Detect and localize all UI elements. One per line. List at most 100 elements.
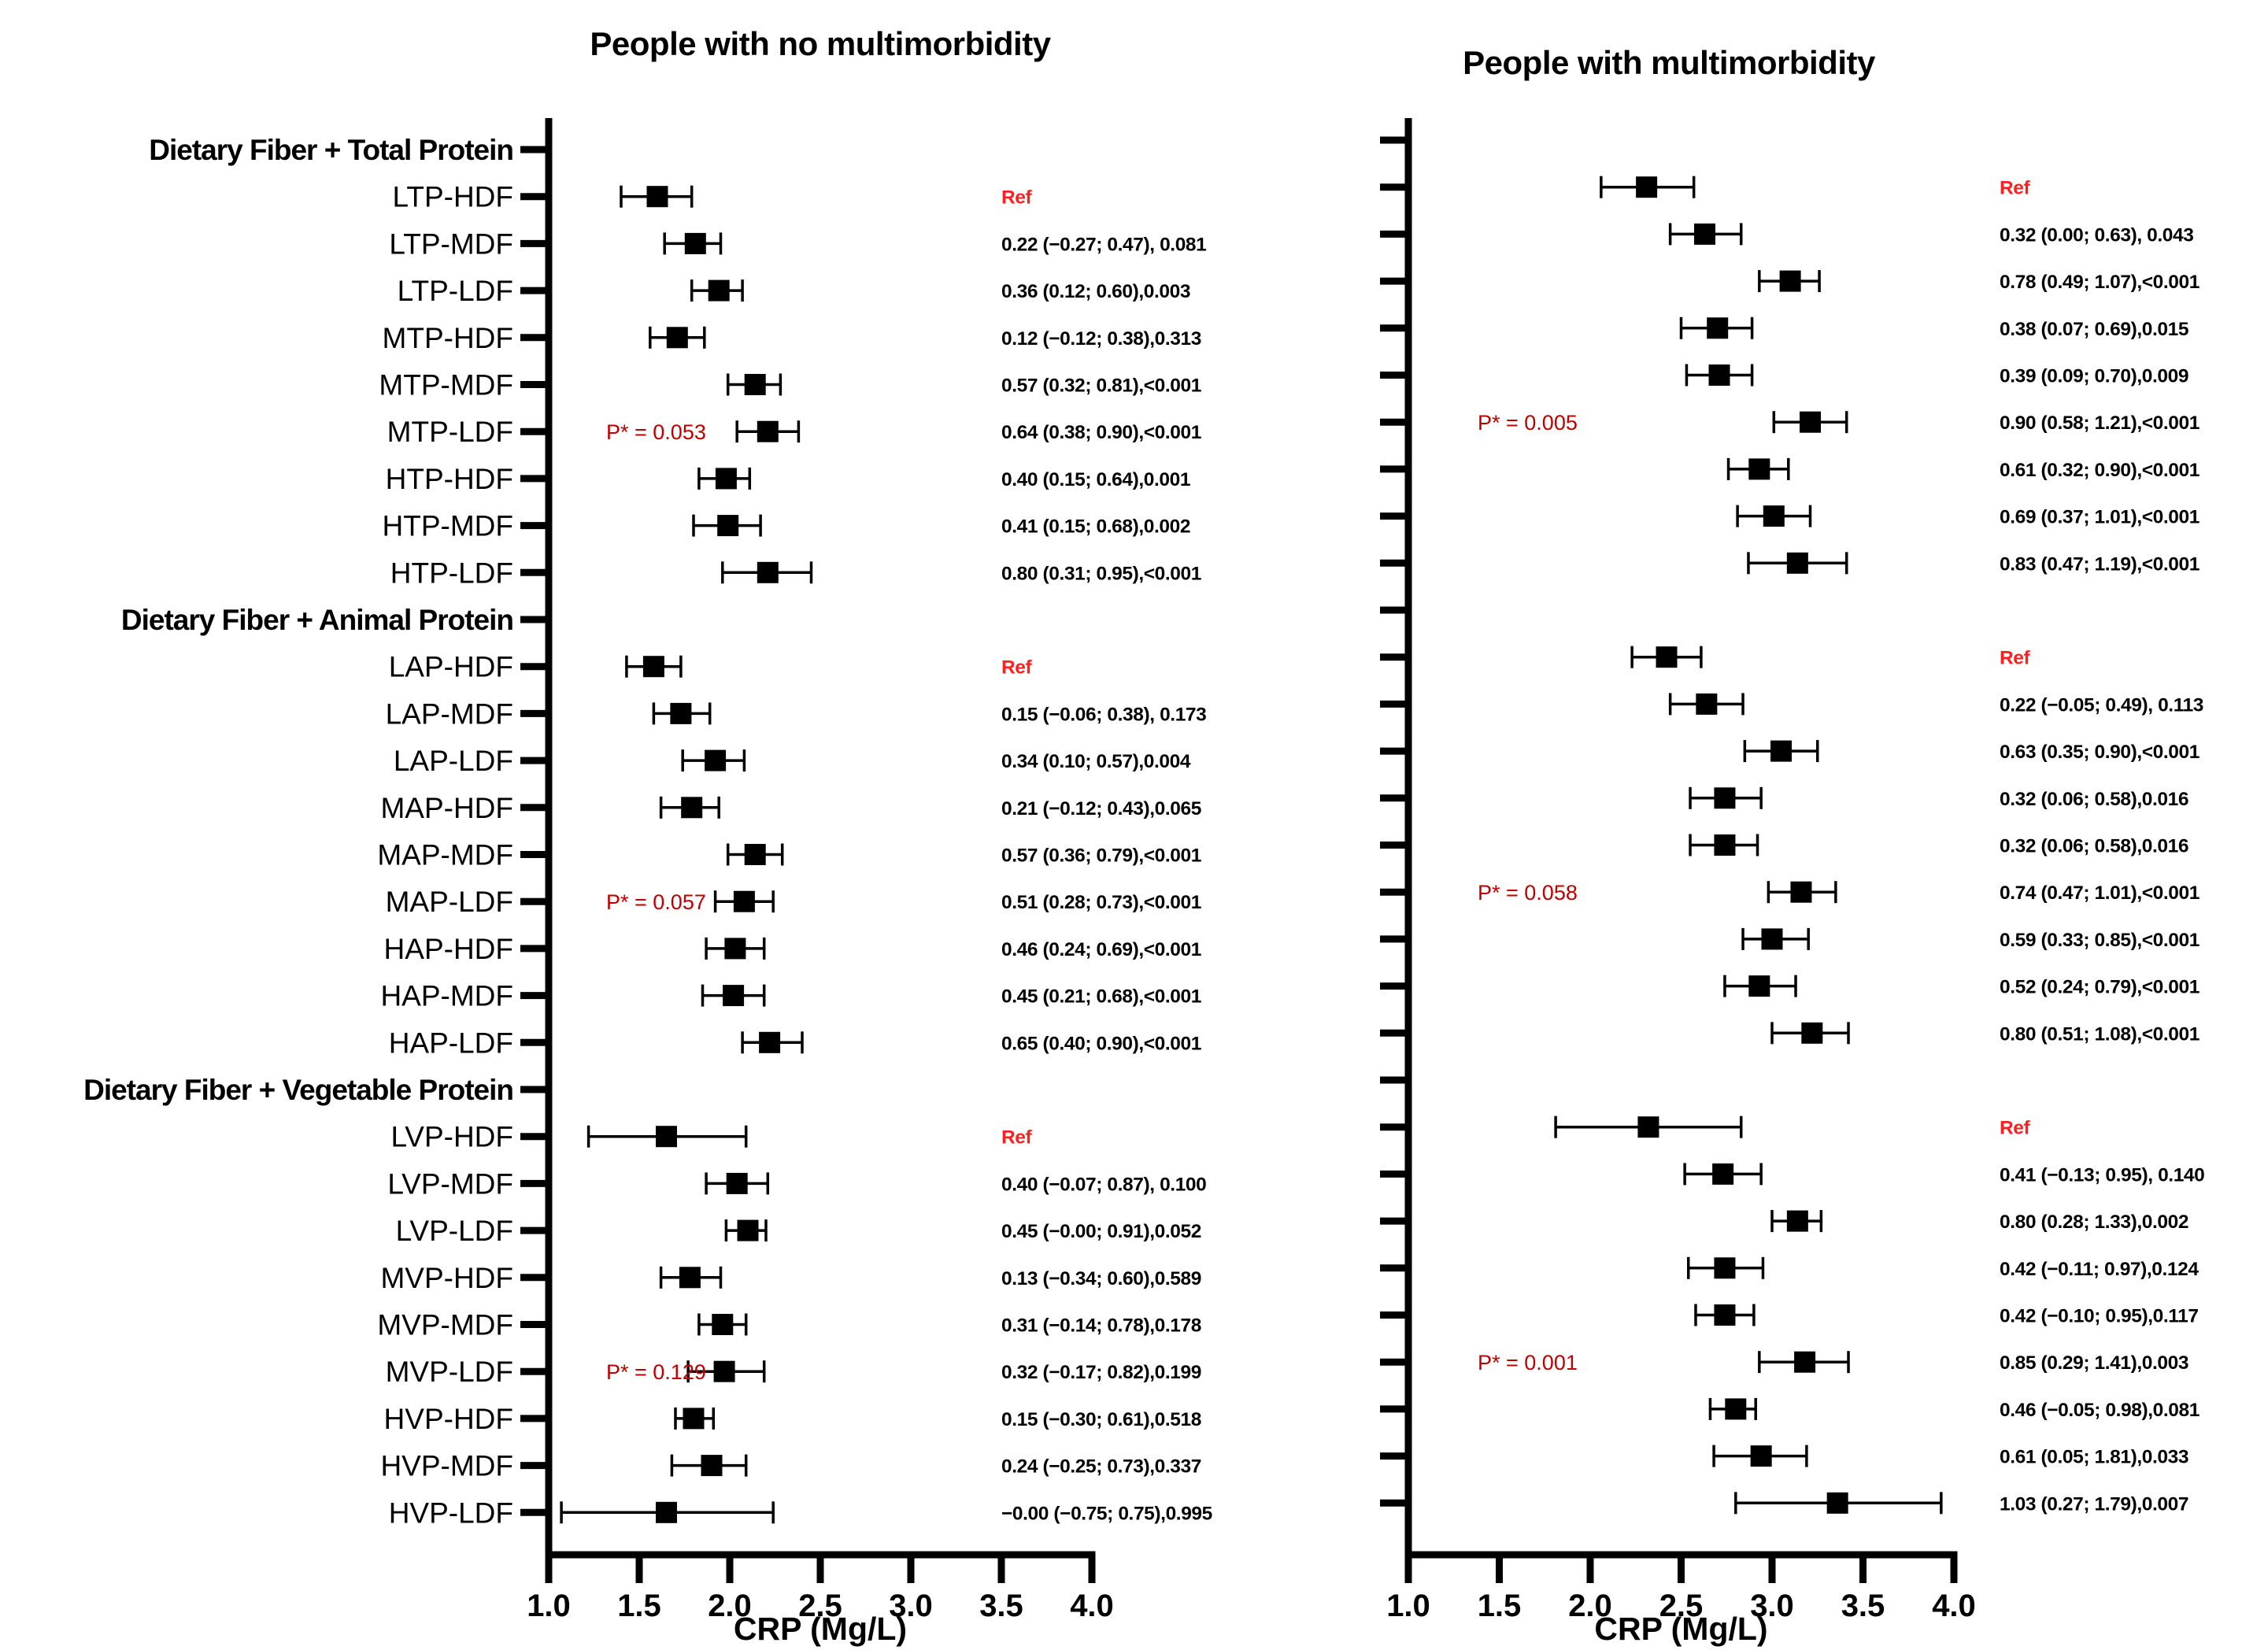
x-tick-label: 2.5 [1659, 1589, 1704, 1623]
x-tick-label: 1.0 [527, 1589, 571, 1623]
x-axis-label: CRP (Mg/L) [734, 1611, 907, 1647]
estimate-annotation: 0.24 (−0.25; 0.73),0.337 [1001, 1456, 1201, 1478]
point-estimate-marker [744, 374, 766, 395]
x-tick-label: 4.0 [1932, 1589, 1976, 1623]
estimate-annotation: 0.32 (0.06; 0.58),0.016 [2000, 836, 2188, 857]
x-tick-label: 3.5 [979, 1589, 1023, 1623]
point-estimate-marker [1656, 646, 1678, 668]
ref-annotation: Ref [2000, 178, 2031, 199]
estimate-annotation: 0.13 (−0.34; 0.60),0.589 [1001, 1268, 1201, 1289]
point-estimate-marker [1708, 364, 1730, 386]
row-label: MVP-MDF [377, 1309, 513, 1341]
point-estimate-marker [1786, 552, 1808, 574]
estimate-annotation: 0.41 (−0.13; 0.95), 0.140 [2000, 1164, 2204, 1186]
point-estimate-marker [1748, 458, 1770, 480]
point-estimate-marker [723, 985, 745, 1007]
point-estimate-marker [1714, 787, 1736, 809]
point-estimate-marker [724, 938, 746, 960]
row-label: LAP-HDF [389, 651, 513, 683]
estimate-annotation: 0.52 (0.24; 0.79),<0.001 [2000, 977, 2200, 998]
point-estimate-marker [642, 656, 664, 678]
estimate-annotation: 0.40 (−0.07; 0.87), 0.100 [1001, 1174, 1206, 1195]
point-estimate-marker [1779, 270, 1801, 292]
point-estimate-marker [683, 1408, 705, 1430]
estimate-annotation: 0.22 (−0.27; 0.47), 0.081 [1001, 234, 1206, 255]
row-label: LTP-LDF [398, 275, 513, 307]
p-star-note: P* = 0.053 [606, 420, 706, 444]
estimate-annotation: 0.57 (0.32; 0.81),<0.001 [1001, 376, 1201, 397]
point-estimate-marker [1761, 928, 1783, 950]
point-estimate-marker [679, 1267, 701, 1289]
point-estimate-marker [717, 515, 739, 537]
p-star-note: P* = 0.129 [606, 1360, 706, 1384]
point-estimate-marker [1794, 1351, 1816, 1373]
estimate-annotation: 0.34 (0.10; 0.57),0.004 [1001, 751, 1191, 772]
estimate-annotation: 0.32 (−0.17; 0.82),0.199 [1001, 1362, 1201, 1383]
group-header-label: Dietary Fiber + Total Protein [149, 134, 513, 166]
estimate-annotation: 0.80 (0.51; 1.08),<0.001 [2000, 1023, 2200, 1045]
point-estimate-marker [1790, 881, 1812, 903]
estimate-annotation: 0.32 (0.06; 0.58),0.016 [2000, 789, 2188, 810]
row-label: LTP-HDF [393, 181, 513, 213]
point-estimate-marker [1637, 1116, 1659, 1138]
x-tick-label: 1.0 [1386, 1589, 1430, 1623]
point-estimate-marker [656, 1501, 677, 1523]
panel-title-multimorbidity: People with multimorbidity [1463, 44, 1875, 81]
row-label: LTP-MDF [389, 228, 513, 260]
estimate-annotation: 0.21 (−0.12; 0.43),0.065 [1001, 798, 1201, 819]
point-estimate-marker [1800, 411, 1822, 433]
group-header-label: Dietary Fiber + Animal Protein [121, 604, 513, 636]
x-tick-label: 1.5 [1478, 1589, 1522, 1623]
estimate-annotation: 0.41 (0.15; 0.68),0.002 [1001, 516, 1190, 538]
row-label: HTP-MDF [383, 510, 513, 542]
x-tick-label: 2.0 [708, 1589, 752, 1623]
row-label: HAP-MDF [380, 980, 513, 1012]
estimate-annotation: 0.90 (0.58; 1.21),<0.001 [2000, 412, 2200, 434]
estimate-annotation: 1.03 (0.27; 1.79),0.007 [2000, 1493, 2188, 1515]
estimate-annotation: 0.80 (0.28; 1.33),0.002 [2000, 1212, 2188, 1233]
row-label: MAP-LDF [386, 886, 513, 918]
point-estimate-marker [1712, 1163, 1734, 1185]
p-star-note: P* = 0.005 [1478, 411, 1578, 435]
row-label: MVP-HDF [380, 1262, 513, 1294]
estimate-annotation: 0.36 (0.12; 0.60),0.003 [1001, 281, 1190, 302]
estimate-annotation: 0.46 (0.24; 0.69),<0.001 [1001, 939, 1201, 960]
row-label: LVP-HDF [390, 1121, 513, 1153]
estimate-annotation: 0.65 (0.40; 0.90),<0.001 [1001, 1033, 1201, 1054]
point-estimate-marker [1707, 317, 1729, 339]
point-estimate-marker [681, 797, 703, 819]
p-star-note: P* = 0.058 [1478, 881, 1578, 905]
point-estimate-marker [1694, 223, 1716, 245]
estimate-annotation: 0.15 (−0.30; 0.61),0.518 [1001, 1409, 1201, 1430]
point-estimate-marker [684, 232, 706, 254]
row-label: LVP-MDF [387, 1167, 513, 1200]
point-estimate-marker [1714, 1304, 1736, 1326]
estimate-annotation: 0.85 (0.29; 1.41),0.003 [2000, 1352, 2188, 1374]
x-tick-label: 3.5 [1841, 1589, 1885, 1623]
p-star-note: P* = 0.057 [606, 890, 706, 914]
row-label: HAP-LDF [389, 1027, 513, 1059]
row-label: MAP-HDF [380, 792, 513, 824]
point-estimate-marker [646, 186, 668, 208]
estimate-annotation: 0.80 (0.31; 0.95),<0.001 [1001, 563, 1201, 584]
point-estimate-marker [705, 749, 727, 771]
estimate-annotation: 0.31 (−0.14; 0.78),0.178 [1001, 1315, 1201, 1337]
estimate-annotation: 0.74 (0.47; 1.01),<0.001 [2000, 882, 2200, 904]
x-tick-label: 2.5 [798, 1589, 842, 1623]
point-estimate-marker [759, 1031, 781, 1053]
point-estimate-marker [1786, 1210, 1808, 1232]
point-estimate-marker [701, 1455, 723, 1477]
point-estimate-marker [1725, 1398, 1747, 1420]
row-label: MVP-LDF [386, 1356, 513, 1388]
row-label: HVP-LDF [389, 1496, 513, 1529]
point-estimate-marker [1770, 740, 1793, 762]
panel-title-no-multimorbidity: People with no multimorbidity [590, 25, 1051, 62]
estimate-annotation: 0.39 (0.09; 0.70),0.009 [2000, 366, 2188, 387]
estimate-annotation: 0.57 (0.36; 0.79),<0.001 [1001, 845, 1201, 867]
row-label: MAP-MDF [377, 839, 513, 871]
estimate-annotation: 0.61 (0.32; 0.90),<0.001 [2000, 460, 2200, 481]
point-estimate-marker [1750, 1445, 1772, 1467]
x-tick-label: 4.0 [1070, 1589, 1114, 1623]
